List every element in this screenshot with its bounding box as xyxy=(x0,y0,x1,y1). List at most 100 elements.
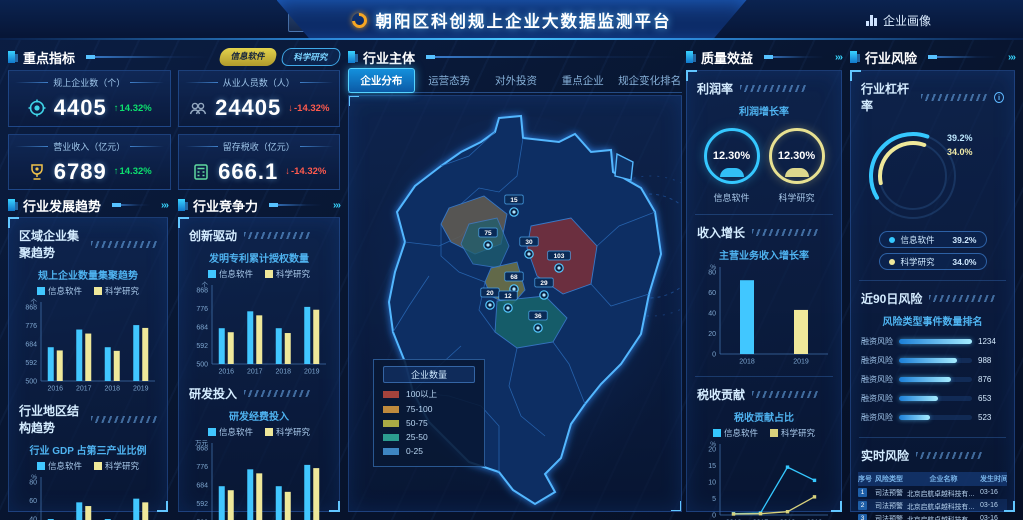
section-bars-icon xyxy=(8,199,15,211)
svg-text:2018: 2018 xyxy=(739,359,755,366)
expand-icon[interactable]: ››› xyxy=(161,199,169,211)
kpi-section-header: 重点指标 信息软件 科学研究 xyxy=(8,47,342,67)
svg-text:30: 30 xyxy=(525,239,533,246)
table-header: 序号 风险类型 企业名称 发生时间 xyxy=(858,472,1007,486)
kpi-card-employees: 从业人员数（人） 24405 ↓ -14.32% xyxy=(177,70,340,127)
svg-text:592: 592 xyxy=(25,360,37,367)
profit-gauges: 12.30% 信息软件 12.30% 科学研究 xyxy=(687,118,841,204)
svg-text:10: 10 xyxy=(708,480,716,487)
realtime-risk-header: 实时风险 xyxy=(851,438,1014,466)
map-marker[interactable]: 30 xyxy=(519,236,539,259)
map-markers[interactable]: 15 75 30 103 68 29 20 12 36 xyxy=(478,194,571,333)
chart-title: 行业 GDP 占第三产业比例 xyxy=(29,446,147,457)
page-title: 朝阳区科创规上企业大数据监测平台 xyxy=(375,13,672,31)
tab-change-ranking[interactable]: 规企变化排名 xyxy=(618,74,682,87)
svg-text:2018: 2018 xyxy=(275,369,291,376)
svg-text:%: % xyxy=(710,264,716,271)
kpi-value: 6789 xyxy=(53,158,107,184)
legend-item: 0-25 xyxy=(383,446,475,456)
info-icon[interactable]: i xyxy=(994,91,1004,103)
map-marker[interactable]: 75 xyxy=(478,227,498,250)
svg-text:2017: 2017 xyxy=(76,386,92,393)
map-marker[interactable]: 12 xyxy=(498,290,518,313)
table-row[interactable]: 1 司法预警 北京启航卓越科技有限公司 03-16 xyxy=(858,486,1007,499)
table-row[interactable]: 3 司法预警 北京启航卓越科技有限公司 03-16 xyxy=(858,512,1007,520)
risk90-row: 融资风险 523 xyxy=(861,413,992,422)
trend-section-title: 行业发展趋势 xyxy=(23,198,102,214)
quality-section-title: 质量效益 xyxy=(701,50,754,66)
map-marker[interactable]: 20 xyxy=(480,287,500,310)
tab-operation-status[interactable]: 运营态势 xyxy=(428,74,471,87)
app-logo-icon xyxy=(348,9,369,30)
people-icon xyxy=(189,102,207,115)
svg-text:684: 684 xyxy=(196,483,208,490)
svg-text:684: 684 xyxy=(196,325,208,332)
profit-rate-header: 利润率 xyxy=(687,71,841,99)
tab-key-enterprises[interactable]: 重点企业 xyxy=(561,74,604,87)
map-marker[interactable]: 29 xyxy=(534,277,554,300)
svg-text:个: 个 xyxy=(31,298,38,306)
chart-title: 研发经费投入 xyxy=(229,412,289,423)
svg-text:29: 29 xyxy=(540,280,548,287)
svg-text:40: 40 xyxy=(29,517,37,520)
gauge-software: 12.30% xyxy=(703,128,760,184)
quality-section-header: 质量效益 ››› xyxy=(686,47,843,67)
svg-text:592: 592 xyxy=(196,501,208,508)
kpi-value: 666.1 xyxy=(218,158,279,184)
kpi-value: 4405 xyxy=(53,95,107,120)
arrow-up-icon: ↑ xyxy=(113,166,119,177)
svg-text:5: 5 xyxy=(712,496,716,503)
chart-title: 主营业务收入增长率 xyxy=(719,251,809,262)
hatch-decoration xyxy=(244,390,311,397)
svg-text:%: % xyxy=(31,474,37,481)
gauge-research: 12.30% xyxy=(768,128,825,184)
filter-tag-research[interactable]: 科学研究 xyxy=(280,48,342,66)
tab-outbound-investment[interactable]: 对外投资 xyxy=(494,74,537,87)
svg-text:20: 20 xyxy=(708,331,716,338)
chart-legend: 信息软件 科学研究 xyxy=(179,268,339,280)
expand-icon[interactable]: ››› xyxy=(835,51,843,63)
kpi-label: 从业人员数（人） xyxy=(185,76,334,89)
svg-text:12: 12 xyxy=(504,293,512,300)
svg-text:868: 868 xyxy=(196,288,208,295)
svg-text:2019: 2019 xyxy=(133,386,149,393)
kpi-delta: ↑ 14.32% xyxy=(113,166,152,177)
top-header: ⌂ 行业概览 朝阳区科创规上企业大数据监测平台 企业画像 xyxy=(0,0,1023,40)
industry-filter-tags: 信息软件 科学研究 xyxy=(218,48,342,66)
svg-text:2016: 2016 xyxy=(218,369,234,376)
risk-section-header: 行业风险 ››› xyxy=(850,47,1016,67)
kpi-label: 营业收入（亿元） xyxy=(15,140,164,153)
svg-text:2018: 2018 xyxy=(104,386,120,393)
map-marker[interactable]: 103 xyxy=(547,250,571,273)
trend-sub2-header: 行业地区结构趋势 xyxy=(9,393,167,438)
risk-card: 行业杠杆率 i 39.2% 34.0% 信息软件 39.2% 科学研究 34.0… xyxy=(850,70,1015,520)
main-tabs: 企业分布 运营态势 对外投资 重点企业 规企变化排名 xyxy=(348,67,682,93)
arrow-up-icon: ↑ xyxy=(113,102,119,114)
map-marker[interactable]: 15 xyxy=(504,194,524,217)
nav-enterprise-portrait[interactable]: 企业画像 xyxy=(852,8,945,32)
svg-text:868: 868 xyxy=(25,305,37,312)
legend-item: 25-50 xyxy=(383,432,475,442)
district-map-panel: 15 75 30 103 68 29 20 12 36 企业数量 100以上 75-100 50… xyxy=(348,95,682,512)
filter-tag-software[interactable]: 信息软件 xyxy=(218,48,278,66)
svg-text:500: 500 xyxy=(196,362,208,369)
tab-enterprise-distribution[interactable]: 企业分布 xyxy=(348,67,415,93)
map-marker[interactable]: 68 xyxy=(504,271,524,294)
trend-sub1-header: 区域企业集聚趋势 xyxy=(9,218,167,263)
map-marker[interactable]: 36 xyxy=(528,310,548,333)
compete-section-title: 行业竞争力 xyxy=(193,198,259,214)
chart-legend: 信息软件 科学研究 xyxy=(687,427,841,439)
svg-text:20: 20 xyxy=(486,290,494,297)
expand-icon[interactable]: ››› xyxy=(333,199,341,211)
kpi-label: 规上企业数（个） xyxy=(15,76,164,89)
section-bars-icon xyxy=(850,51,857,63)
arrow-down-icon: ↓ xyxy=(288,102,294,114)
expand-icon[interactable]: ››› xyxy=(1008,51,1016,63)
svg-text:776: 776 xyxy=(196,306,208,313)
trophy-icon xyxy=(31,163,43,180)
legend-item: 50-75 xyxy=(383,418,475,428)
table-row[interactable]: 2 司法预警 北京启航卓越科技有限公司 03-16 xyxy=(858,499,1007,512)
hatch-decoration xyxy=(91,415,157,423)
chart-title: 税收贡献占比 xyxy=(734,413,794,424)
